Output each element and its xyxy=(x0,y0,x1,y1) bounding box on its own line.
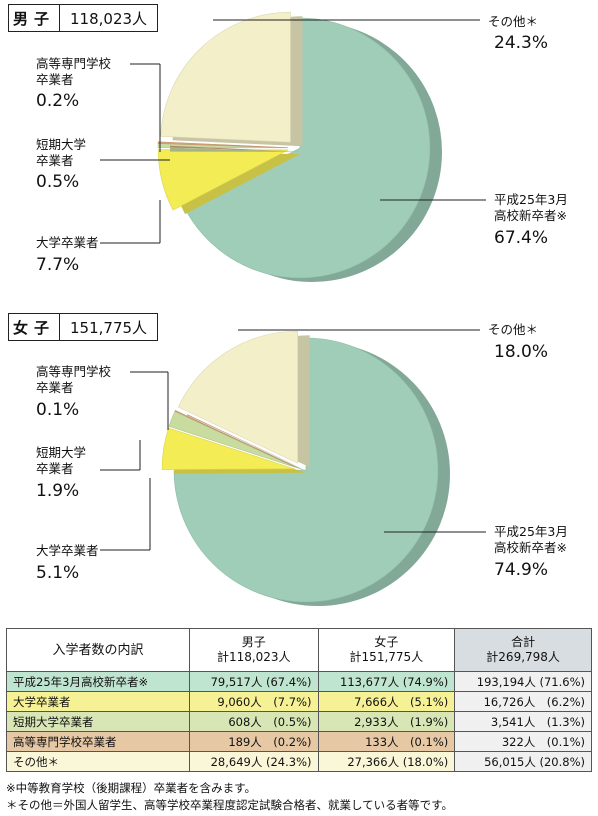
row-label: 高等専門学校卒業者 xyxy=(6,731,190,752)
table-row: 大学卒業者 9,060人 (7.7%) 7,666人 (5.1%) 16,726… xyxy=(6,691,592,712)
female-hs-pct: 74.9% xyxy=(494,560,549,580)
female-tanki-label: 短期大学 卒業者 xyxy=(36,445,87,476)
male-tanki-label: 短期大学 卒業者 xyxy=(36,137,87,168)
row-female: 2,933人 (1.9%) xyxy=(317,711,456,732)
female-total-label: 151,775人 xyxy=(70,318,148,337)
male-slice-kosen xyxy=(157,141,289,148)
row-female: 7,666人 (5.1%) xyxy=(317,691,456,712)
row-total: 16,726人 (6.2%) xyxy=(454,691,592,712)
male-kosen-label: 高等専門学校 卒業者 xyxy=(36,56,112,87)
male-other-label: その他＊ xyxy=(488,14,539,29)
female-slice-kosen xyxy=(174,410,295,467)
row-label: 平成25年3月高校新卒者※ xyxy=(6,671,190,692)
female-slice-hs xyxy=(173,337,439,603)
female-tanki-pct: 1.9% xyxy=(36,481,80,501)
row-male: 608人 (0.5%) xyxy=(189,711,319,732)
table-header-female: 女子 計151,775人 xyxy=(317,628,456,672)
footnote-1: ※中等教育学校（後期課程）卒業者を含みます。 xyxy=(6,781,256,795)
row-male: 9,060人 (7.7%) xyxy=(189,691,319,712)
female-other-label: その他＊ xyxy=(488,322,539,337)
footnote-2: ＊その他＝外国人留学生、高等学校卒業程度認定試験合格者、就業している者等です。 xyxy=(6,798,454,812)
male-hs-pct: 67.4% xyxy=(494,228,549,248)
table-header-total: 合計 計269,798人 xyxy=(454,628,592,672)
row-male: 189人 (0.2%) xyxy=(189,731,319,752)
male-hs-label: 平成25年3月 高校新卒者※ xyxy=(494,192,568,223)
table-row: 高等専門学校卒業者 189人 (0.2%) 133人 (0.1%) 322人 (… xyxy=(6,731,592,752)
female-daigaku-pct: 5.1% xyxy=(36,563,80,583)
male-slice-depth-kosen xyxy=(170,145,301,152)
row-male: 28,649人 (24.3%) xyxy=(189,751,319,772)
female-kosen-label: 高等専門学校 卒業者 xyxy=(36,364,112,395)
enrollment-breakdown-table: 入学者数の内訳 男子 計118,023人 女子 計151,775人 合計 計26… xyxy=(6,628,592,772)
female-other-pct: 18.0% xyxy=(494,342,549,362)
row-female: 113,677人 (74.9%) xyxy=(317,671,456,692)
female-slice-other xyxy=(177,330,299,464)
table-row: その他＊ 28,649人 (24.3%) 27,366人 (18.0%) 56,… xyxy=(6,751,592,772)
male-header: 男子 118,023人 xyxy=(8,4,159,32)
male-daigaku-label: 大学卒業者 xyxy=(36,235,99,250)
table-header-row: 入学者数の内訳 男子 計118,023人 女子 計151,775人 合計 計26… xyxy=(6,628,592,672)
table-header-category: 入学者数の内訳 xyxy=(6,628,190,672)
male-slice-hs xyxy=(184,17,431,279)
female-slice-tanki xyxy=(168,411,295,468)
row-total: 322人 (0.1%) xyxy=(454,731,592,752)
male-slice-other xyxy=(160,11,291,143)
row-male: 79,517人 (67.4%) xyxy=(189,671,319,692)
row-total: 56,015人 (20.8%) xyxy=(454,751,592,772)
male-gender-label: 男子 xyxy=(9,5,60,31)
table-row: 短期大学卒業者 608人 (0.5%) 2,933人 (1.9%) 3,541人… xyxy=(6,711,592,732)
pie-charts xyxy=(100,11,486,607)
row-female: 133人 (0.1%) xyxy=(317,731,456,752)
female-slice-depth-kosen xyxy=(186,414,307,471)
male-slice-daigaku xyxy=(157,149,289,211)
table-header-male: 男子 計118,023人 xyxy=(189,628,319,672)
female-daigaku-label: 大学卒業者 xyxy=(36,543,99,558)
row-female: 27,366人 (18.0%) xyxy=(317,751,456,772)
female-gender-label: 女子 xyxy=(9,314,60,340)
male-kosen-pct: 0.2% xyxy=(36,91,80,111)
male-daigaku-pct: 7.7% xyxy=(36,255,80,275)
male-other-pct: 24.3% xyxy=(494,33,549,53)
row-total: 3,541人 (1.3%) xyxy=(454,711,592,732)
male-tanki-pct: 0.5% xyxy=(36,172,80,192)
male-total-label: 118,023人 xyxy=(70,9,148,28)
female-hs-label: 平成25年3月 高校新卒者※ xyxy=(494,524,568,555)
row-label: その他＊ xyxy=(6,751,190,772)
female-slice-daigaku xyxy=(161,427,295,470)
male-slice-depth-tanki xyxy=(170,147,301,152)
row-label: 短期大学卒業者 xyxy=(6,711,190,732)
female-header: 女子 151,775人 xyxy=(8,313,159,341)
row-label: 大学卒業者 xyxy=(6,691,190,712)
female-kosen-pct: 0.1% xyxy=(36,400,80,420)
table-row: 平成25年3月高校新卒者※ 79,517人 (67.4%) 113,677人 (… xyxy=(6,671,592,692)
row-total: 193,194人 (71.6%) xyxy=(454,671,592,692)
